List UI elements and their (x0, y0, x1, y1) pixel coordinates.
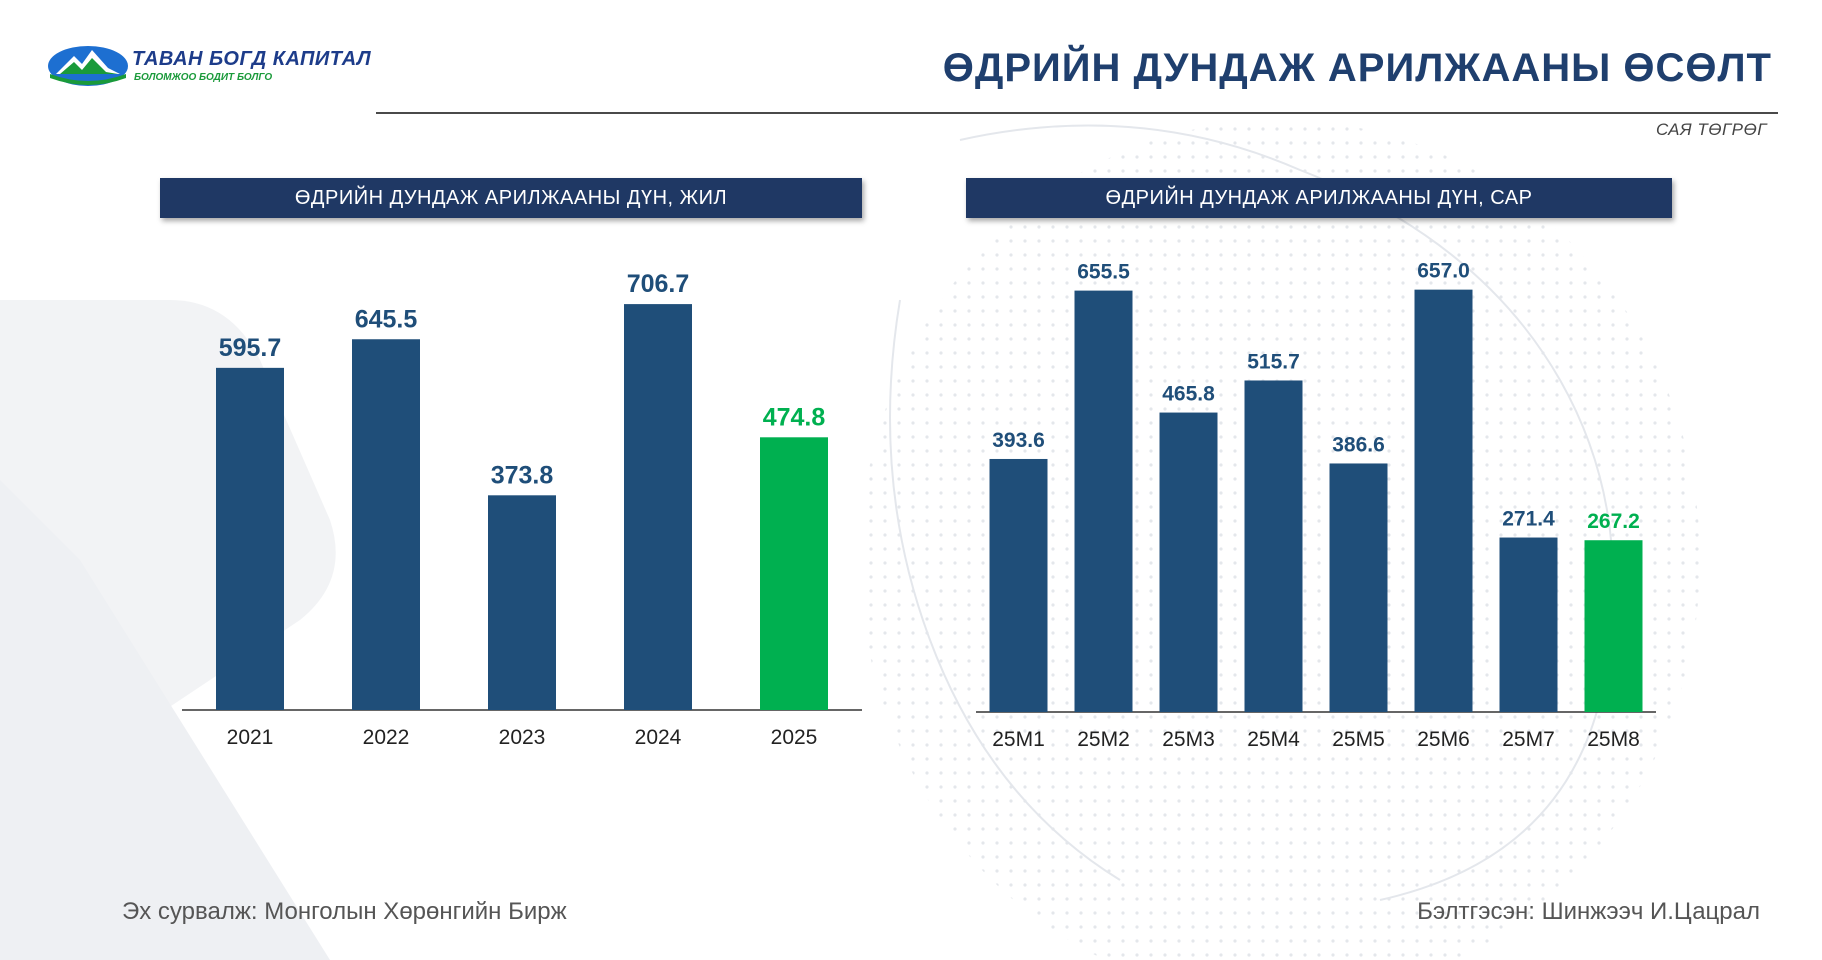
month-data-label: 393.6 (992, 429, 1045, 452)
month-bar (1499, 537, 1558, 712)
month-bar (1159, 412, 1218, 712)
year-data-label: 645.5 (355, 305, 418, 333)
year-data-label: 595.7 (219, 334, 282, 362)
background-swoosh-lower (0, 480, 330, 960)
year-data-label: 474.8 (763, 403, 826, 431)
monthly-chart-title: ӨДРИЙН ДУНДАЖ АРИЛЖААНЫ ДҮН, САР (966, 178, 1672, 218)
month-data-label: 657.0 (1417, 260, 1470, 283)
month-data-label: 655.5 (1077, 261, 1130, 284)
month-tick-label: 25M3 (1162, 728, 1215, 751)
month-data-label: 465.8 (1162, 383, 1215, 406)
month-tick-label: 25M5 (1332, 728, 1385, 751)
unit-label: САЯ ТӨГРӨГ (1655, 120, 1767, 139)
logo-wordmark: ТАВАН БОГД КАПИТАЛ (132, 48, 372, 70)
month-tick-label: 25M4 (1247, 728, 1300, 751)
month-tick-label: 25M6 (1417, 728, 1470, 751)
month-bar (1414, 289, 1473, 712)
year-bar (624, 304, 692, 710)
year-data-label: 706.7 (627, 270, 690, 298)
year-bar (488, 495, 556, 710)
month-bar (989, 458, 1048, 712)
month-bar (1584, 540, 1643, 712)
month-tick-label: 25M8 (1587, 728, 1640, 751)
month-bar (1244, 380, 1303, 712)
month-tick-label: 25M7 (1502, 728, 1555, 751)
year-tick-label: 2021 (227, 726, 274, 749)
year-bar (352, 339, 420, 710)
month-tick-label: 25M1 (992, 728, 1045, 751)
prepared-by-note: Бэлтгэсэн: Шинжээч И.Цацрал (1417, 898, 1760, 925)
year-tick-label: 2023 (499, 726, 546, 749)
year-tick-label: 2022 (363, 726, 410, 749)
month-data-label: 515.7 (1247, 350, 1300, 373)
world-map-outline-left (889, 299, 1121, 881)
year-data-label: 373.8 (491, 461, 554, 489)
year-tick-label: 2024 (635, 726, 682, 749)
year-bar (760, 437, 828, 710)
month-bar (1329, 463, 1388, 712)
month-data-label: 267.2 (1587, 510, 1640, 533)
month-data-label: 271.4 (1502, 508, 1555, 531)
month-data-label: 386.6 (1332, 433, 1385, 456)
logo-slogan: БОЛОМЖОО БОДИТ БОЛГО (134, 72, 273, 83)
yearly-chart-title: ӨДРИЙН ДУНДАЖ АРИЛЖААНЫ ДҮН, ЖИЛ (160, 178, 862, 218)
source-note: Эх сурвалж: Монголын Хөрөнгийн Бирж (122, 898, 567, 925)
year-tick-label: 2025 (771, 726, 818, 749)
year-bar (216, 367, 284, 710)
company-logo: ТАВАН БОГД КАПИТАЛ БОЛОМЖОО БОДИТ БОЛГО (46, 44, 371, 92)
page-title: ӨДРИЙН ДУНДАЖ АРИЛЖААНЫ ӨСӨЛТ (942, 46, 1772, 90)
month-tick-label: 25M2 (1077, 728, 1130, 751)
world-map-outline (959, 124, 1615, 901)
title-divider (376, 112, 1778, 114)
month-bar (1074, 290, 1133, 712)
mountain-logo-icon (48, 46, 128, 86)
